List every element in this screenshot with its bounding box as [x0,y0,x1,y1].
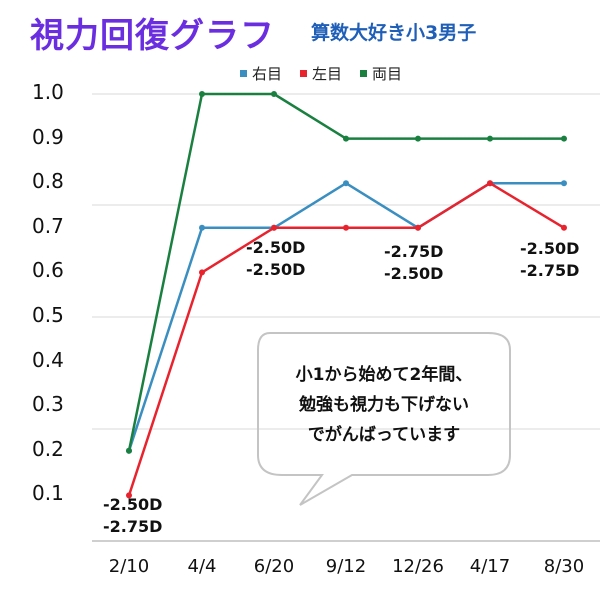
x-tick-label: 9/12 [325,556,367,577]
gridlines [92,93,600,542]
legend-label: 右目 [252,65,283,83]
annotation-6-20: -2.50D -2.50D [246,238,306,279]
annotation-2-10: -2.50D -2.75D [103,495,163,536]
speech-bubble-text: 小1から始めて2年間、 勉強も視力も下げない でがんばっています [295,365,473,445]
y-tick-label: 0.9 [32,124,64,149]
legend-label: 両目 [372,65,403,83]
y-tick-label: 0.6 [32,258,64,283]
x-tick-label: 6/20 [253,556,295,577]
y-tick-label: 0.1 [32,481,64,506]
x-tick-label: 8/30 [543,556,585,577]
y-tick-label: 0.2 [32,436,64,461]
annotation-8-30: -2.50D -2.75D [520,239,580,280]
series-lines [126,91,567,499]
chart-title: 視力回復グラフ [30,16,275,56]
y-tick-label: 1.0 [32,80,64,104]
legend-swatch-icon [300,70,308,77]
legend-label: 左目 [312,65,343,83]
legend-item-right-eye: 右目 [240,63,282,84]
x-tick-label: 4/17 [469,556,511,577]
speech-bubble [257,332,511,506]
legend-item-both-eyes: 両目 [360,63,402,84]
y-tick-label: 0.5 [32,303,64,327]
x-tick-label: 2/10 [108,556,150,577]
y-tick-label: 0.3 [32,392,64,417]
legend: 右目 左目 両目 [240,63,402,84]
x-tick-label: 4/4 [187,556,217,577]
y-tick-label: 0.8 [32,169,64,194]
chart-subtitle: 算数大好き小3男子 [311,22,477,44]
legend-swatch-icon [360,70,368,77]
legend-item-left-eye: 左目 [300,63,342,84]
annotation-12-26: -2.75D -2.50D [384,242,444,283]
y-tick-label: 0.4 [32,347,64,372]
x-tick-label: 12/26 [392,556,444,577]
legend-swatch-icon [240,70,247,77]
y-tick-label: 0.7 [32,213,64,238]
